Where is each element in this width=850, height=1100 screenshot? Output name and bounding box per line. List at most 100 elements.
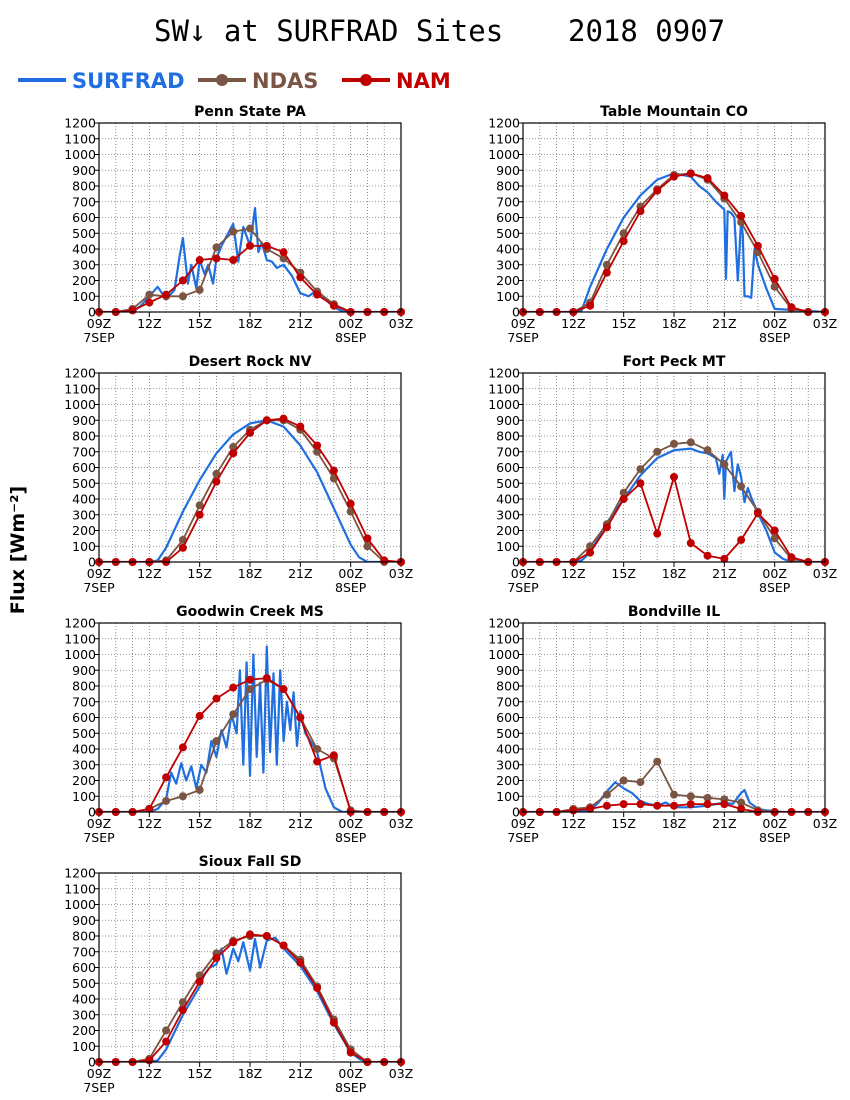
x-tick-label: 00Z: [338, 816, 362, 831]
point-nam: NAM 40: [602, 801, 611, 810]
point-nam: NAM 850: [262, 674, 271, 683]
y-tick-label: 100: [72, 539, 96, 554]
plot-frame: [98, 372, 402, 563]
series-nam: NAM 0NAM 0NAM 0NAM 0NAM 40NAM 250NAM 450…: [519, 169, 829, 316]
y-tick-label: 600: [496, 710, 520, 725]
point-nam: NAM 50: [636, 800, 645, 809]
point-nam: NAM 200: [178, 276, 187, 285]
panel-title: Table Mountain CO: [600, 104, 748, 120]
x-date-label: 8SEP: [335, 830, 367, 845]
x-tick-label: 00Z: [762, 316, 786, 331]
x-tick-label: 00Z: [762, 816, 786, 831]
gridlines: [523, 373, 825, 562]
y-tick-label: 1000: [488, 647, 520, 662]
panel-penn-state-pa: Penn State PA 010020030040050060070080090…: [64, 104, 413, 345]
y-tick-label: 900: [72, 413, 96, 428]
panel-goodwin-creek-ms: Goodwin Creek MS 010020030040050060070080…: [64, 604, 413, 845]
x-tick-label: 09Z: [511, 816, 535, 831]
point-nam: NAM 130: [162, 1037, 171, 1046]
x-tick-label: 15Z: [187, 816, 211, 831]
legend-label-nam: NAM: [396, 69, 451, 93]
x-tick-label: 03Z: [389, 316, 413, 331]
point-nam: NAM 610: [737, 211, 746, 220]
gridlines: [523, 123, 825, 312]
legend-item-surfrad: SURFRAD: [18, 69, 185, 93]
y-tick-label: 100: [72, 789, 96, 804]
y-tick-label: 0: [512, 555, 520, 570]
plot-frame: [522, 372, 826, 563]
x-date-label: 7SEP: [507, 330, 539, 345]
point-nam: NAM 60: [586, 548, 595, 557]
point-nam: NAM 330: [195, 256, 204, 265]
panels: Penn State PA010020030040050060070080090…: [64, 104, 837, 1095]
legend-label-surfrad: SURFRAD: [72, 69, 185, 93]
point-ndas: NDAS 360: [195, 501, 204, 510]
x-tick-label: 12Z: [137, 816, 161, 831]
point-nam: NAM 30: [787, 303, 796, 312]
y-tick-label: 1100: [64, 381, 96, 396]
x-tick-label: 21Z: [288, 1066, 312, 1081]
y-tick-label: 200: [72, 523, 96, 538]
x-date-label: 7SEP: [507, 830, 539, 845]
x-tick-label: 21Z: [712, 566, 736, 581]
y-tick-label: 200: [72, 273, 96, 288]
y-tick-label: 100: [496, 789, 520, 804]
y-tick-label: 600: [72, 960, 96, 975]
point-nam: NAM 20: [720, 554, 729, 563]
point-nam: NAM 200: [770, 526, 779, 535]
x-tick-label: 18Z: [238, 316, 262, 331]
point-nam: NAM 320: [313, 757, 322, 766]
y-tick-label: 500: [72, 476, 96, 491]
point-nam: NAM 780: [279, 685, 288, 694]
point-nam: NAM 340: [212, 254, 221, 263]
x-tick-label: 12Z: [137, 316, 161, 331]
point-nam: NAM 60: [145, 298, 154, 307]
point-nam: NAM 580: [329, 466, 338, 475]
point-ndas: NDAS 620: [720, 460, 729, 469]
point-nam: NAM 880: [686, 169, 695, 178]
y-tick-label: 300: [72, 257, 96, 272]
point-ndas: NDAS 730: [229, 443, 238, 452]
point-nam: NAM 510: [212, 477, 221, 486]
y-tick-label: 400: [496, 742, 520, 757]
y-tick-label: 900: [496, 163, 520, 178]
point-nam: NAM 10: [145, 1056, 154, 1065]
y-tick-label: 1000: [488, 397, 520, 412]
y-tick-label: 200: [72, 773, 96, 788]
y-tick-label: 0: [512, 805, 520, 820]
x-tick-label: 03Z: [389, 566, 413, 581]
point-ndas: NDAS 410: [212, 243, 221, 252]
point-nam: NAM 380: [279, 248, 288, 257]
series-surfrad: [99, 419, 401, 562]
point-nam: NAM 20: [586, 804, 595, 813]
point-ndas: NDAS 560: [212, 469, 221, 478]
y-tick-label: 100: [496, 539, 520, 554]
y-tick-label: 600: [496, 210, 520, 225]
point-ndas: NDAS 150: [770, 534, 779, 543]
point-nam: NAM 330: [229, 256, 238, 265]
y-tick-label: 700: [72, 694, 96, 709]
x-tick-label: 09Z: [87, 566, 111, 581]
point-nam: NAM 610: [195, 711, 204, 720]
point-nam: NAM 540: [670, 472, 678, 481]
point-ndas: NDAS 530: [329, 474, 338, 483]
y-tick-label: 400: [72, 742, 96, 757]
panel-title: Penn State PA: [194, 104, 306, 120]
point-nam: NAM 800: [262, 932, 271, 940]
series-nam: NAM 0NAM 0NAM 0NAM 10NAM 130NAM 330NAM 5…: [95, 930, 405, 1066]
series-line-ndas: [99, 419, 401, 562]
plot-frame: [98, 122, 402, 313]
series-line-nam: [523, 475, 825, 562]
point-ndas: NDAS 200: [619, 776, 628, 785]
y-tick-label: 100: [72, 1039, 96, 1054]
series-nam: NAM 0NAM 0NAM 0NAM 0NAM 0NAM 90NAM 300NA…: [95, 414, 405, 566]
point-nam: NAM 420: [246, 241, 254, 250]
point-nam: NAM 370: [346, 499, 355, 508]
x-tick-label: 00Z: [338, 316, 362, 331]
y-tick-label: 400: [496, 492, 520, 507]
plot-frame: [522, 622, 826, 813]
x-tick-label: 03Z: [813, 816, 837, 831]
y-axis-label: Flux [Wm⁻²]: [7, 486, 29, 614]
y-tick-label: 0: [88, 555, 96, 570]
